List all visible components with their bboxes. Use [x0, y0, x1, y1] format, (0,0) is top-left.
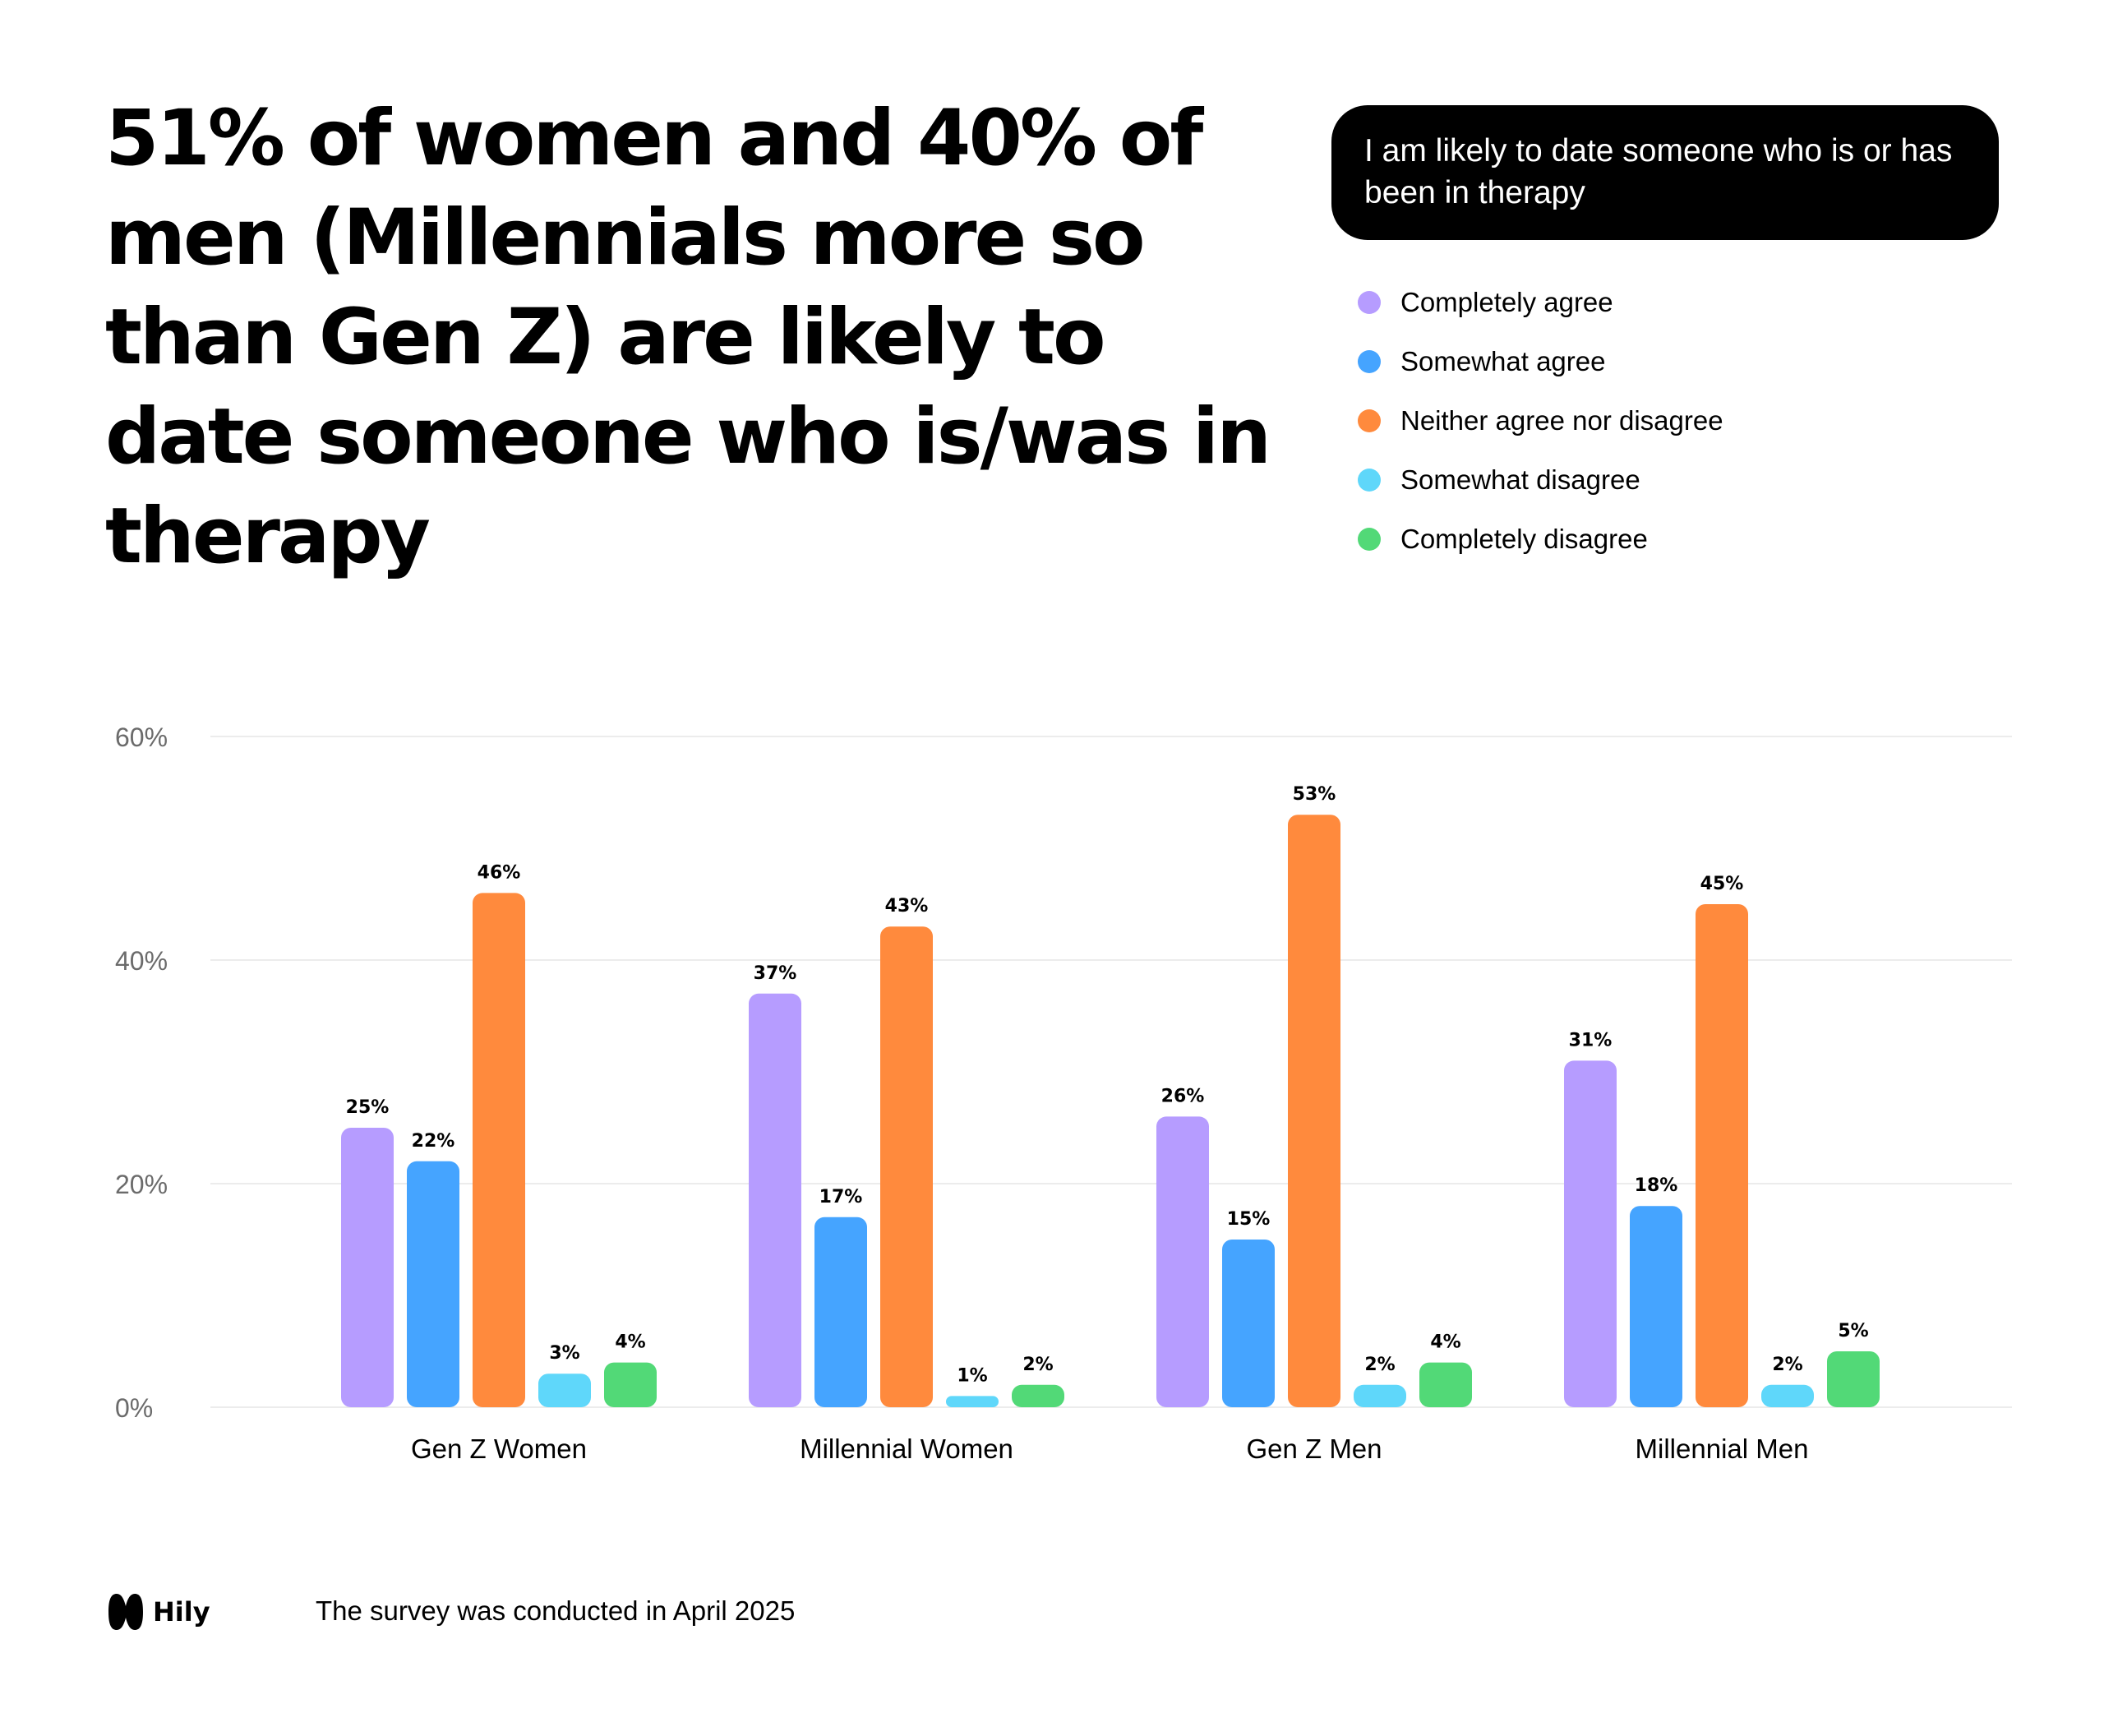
- data-label: 43%: [885, 896, 929, 916]
- footer: Hily: [105, 1591, 210, 1632]
- data-label: 22%: [412, 1131, 455, 1152]
- data-label: 26%: [1161, 1086, 1205, 1106]
- bar: [341, 1128, 394, 1407]
- bar: [473, 893, 525, 1407]
- bar: [1288, 815, 1340, 1407]
- y-tick-label: 40%: [115, 946, 168, 976]
- legend-label: Somewhat disagree: [1400, 464, 1640, 495]
- legend-label: Somewhat agree: [1400, 346, 1606, 376]
- bar: [1222, 1240, 1275, 1407]
- data-label: 46%: [478, 862, 521, 883]
- data-label: 17%: [819, 1187, 863, 1207]
- bar: [946, 1396, 999, 1407]
- legend-item-neither: Neither agree nor disagree: [1358, 391, 1723, 450]
- y-tick-label: 20%: [115, 1170, 168, 1199]
- data-label: 4%: [1430, 1332, 1460, 1353]
- bar: [1012, 1384, 1064, 1407]
- y-tick-label: 0%: [115, 1393, 153, 1423]
- bar: [1354, 1384, 1406, 1407]
- legend-dot-icon: [1358, 291, 1381, 314]
- x-tick-label: Gen Z Men: [1246, 1434, 1382, 1464]
- bar: [814, 1217, 867, 1407]
- bar: [1630, 1206, 1682, 1407]
- data-label: 37%: [754, 963, 797, 984]
- legend-item-somewhat-disagree: Somewhat disagree: [1358, 450, 1723, 510]
- bar: [407, 1161, 459, 1407]
- bar: [538, 1374, 591, 1407]
- legend-label: Completely agree: [1400, 287, 1613, 317]
- legend-dot-icon: [1358, 528, 1381, 551]
- data-label: 15%: [1227, 1209, 1271, 1230]
- legend-label: Neither agree nor disagree: [1400, 405, 1723, 436]
- x-tick-label: Millennial Men: [1636, 1434, 1809, 1464]
- footnote: The survey was conducted in April 2025: [316, 1595, 796, 1626]
- x-tick-label: Millennial Women: [800, 1434, 1013, 1464]
- data-label: 31%: [1569, 1030, 1613, 1050]
- legend-dot-icon: [1358, 409, 1381, 432]
- data-label: 2%: [1022, 1355, 1053, 1375]
- data-label: 5%: [1838, 1321, 1868, 1341]
- data-label: 1%: [957, 1365, 987, 1386]
- data-label: 4%: [615, 1332, 645, 1353]
- question-box: I am likely to date someone who is or ha…: [1331, 105, 1999, 240]
- bar: [1696, 904, 1748, 1407]
- legend-item-completely-agree: Completely agree: [1358, 273, 1723, 332]
- bar: [749, 993, 801, 1407]
- data-label: 3%: [549, 1343, 579, 1364]
- hily-logo-icon: [108, 1594, 143, 1630]
- legend-label: Completely disagree: [1400, 524, 1648, 554]
- data-label: 25%: [346, 1097, 390, 1118]
- data-label: 18%: [1635, 1175, 1678, 1196]
- brand-logo: Hily: [105, 1591, 210, 1632]
- bar: [1761, 1384, 1814, 1407]
- data-label: 53%: [1293, 784, 1336, 805]
- x-tick-label: Gen Z Women: [411, 1434, 587, 1464]
- bar: [1156, 1116, 1209, 1407]
- data-label: 45%: [1700, 874, 1744, 894]
- page-title: 51% of women and 40% of men (Millennials…: [105, 94, 1271, 581]
- brand-name: Hily: [153, 1596, 210, 1628]
- y-tick-label: 60%: [115, 723, 168, 752]
- legend-item-completely-disagree: Completely disagree: [1358, 510, 1723, 569]
- data-label: 2%: [1364, 1355, 1395, 1375]
- bar: [880, 926, 933, 1407]
- legend-item-somewhat-agree: Somewhat agree: [1358, 332, 1723, 391]
- bar: [1564, 1060, 1617, 1407]
- bar: [604, 1362, 657, 1407]
- bar: [1827, 1351, 1880, 1407]
- legend: Completely agree Somewhat agree Neither …: [1358, 273, 1723, 569]
- data-label: 2%: [1772, 1355, 1802, 1375]
- legend-dot-icon: [1358, 469, 1381, 492]
- legend-dot-icon: [1358, 350, 1381, 373]
- bar: [1419, 1362, 1472, 1407]
